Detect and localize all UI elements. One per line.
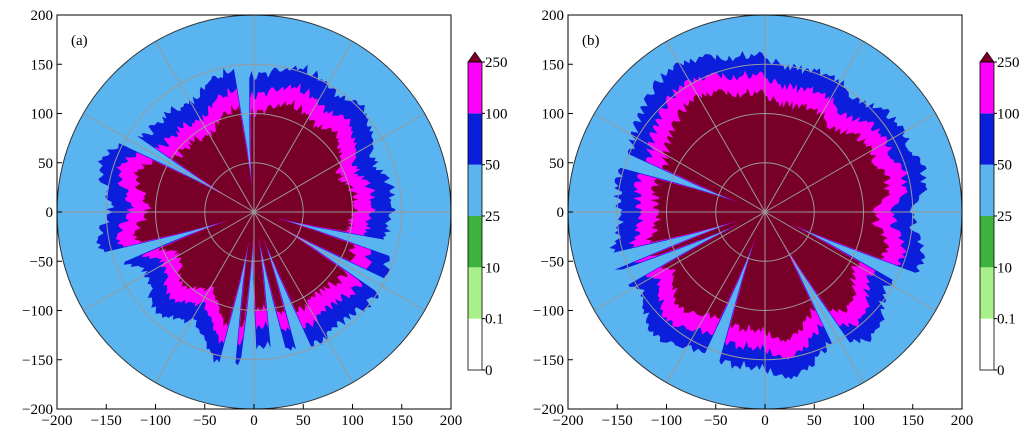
azimuth-spoke-240 — [155, 211, 255, 383]
azimuth-spoke-60 — [253, 41, 353, 213]
colorbar-segment — [468, 113, 482, 165]
colorbar-extend-max — [467, 51, 483, 63]
azimuth-spoke-240 — [666, 211, 766, 383]
azimuth-spoke-210 — [594, 211, 766, 311]
colorbar-segment — [980, 164, 994, 216]
x-tick-label: −150 — [602, 413, 633, 429]
colorbar-segment — [468, 318, 482, 370]
colorbar-label: 10 — [997, 260, 1012, 276]
colorbar-segment — [468, 164, 482, 216]
contour-above-250 — [132, 99, 359, 328]
y-tick-label: 150 — [542, 57, 565, 73]
y-tick-label: 0 — [557, 205, 565, 221]
panel-a: −200 −150 −100 −50 0 50 100 150 200200150100500−… — [22, 8, 507, 429]
x-tick-label: 0 — [761, 413, 769, 429]
azimuth-spoke-30 — [253, 113, 425, 213]
colorbar-label: 250 — [997, 55, 1020, 71]
azimuth-spoke-30 — [764, 113, 936, 213]
azimuth-spoke-120 — [155, 41, 255, 213]
y-tick-label: −150 — [533, 353, 564, 369]
y-tick-label: 0 — [46, 205, 54, 221]
y-tick-label: −50 — [30, 254, 53, 270]
colorbar-extend-max — [979, 51, 995, 63]
azimuth-spoke-60 — [764, 41, 864, 213]
y-tick-label: −50 — [541, 254, 564, 270]
azimuth-spoke-300 — [253, 211, 353, 383]
y-tick-label: 200 — [31, 8, 54, 24]
colorbar-segment — [980, 62, 994, 114]
colorbar-segment — [980, 216, 994, 268]
colorbar-label: 100 — [997, 106, 1020, 122]
azimuth-spoke-120 — [666, 41, 766, 213]
y-tick-label: 50 — [549, 156, 564, 172]
y-tick-label: 200 — [542, 8, 565, 24]
colorbar-label: 50 — [485, 158, 500, 174]
x-tick-label: −200 — [553, 413, 584, 429]
panel-b: −200 −150 −100 −50 0 50 100 150 200200150100500−… — [533, 8, 1019, 429]
x-tick-label: 150 — [391, 413, 414, 429]
colorbar-segment — [468, 216, 482, 268]
colorbar-label: 250 — [485, 55, 508, 71]
colorbar-label: 0 — [485, 363, 493, 379]
colorbar-label: 0.1 — [997, 312, 1016, 328]
colorbar-segment — [468, 267, 482, 319]
y-tick-label: −200 — [22, 402, 53, 418]
x-tick-label: 100 — [341, 413, 364, 429]
colorbar-label: 100 — [485, 106, 508, 122]
y-tick-label: 100 — [542, 107, 565, 123]
x-tick-label: 100 — [852, 413, 875, 429]
x-tick-label: 50 — [296, 413, 311, 429]
x-tick-label: −150 — [91, 413, 122, 429]
y-tick-label: −100 — [22, 304, 53, 320]
azimuth-spoke-150 — [594, 113, 766, 213]
x-tick-label: −50 — [193, 413, 216, 429]
colorbar-label: 0 — [997, 363, 1005, 379]
azimuth-spoke-330 — [764, 211, 936, 311]
x-tick-label: 200 — [951, 413, 974, 429]
colorbar: 0 0.1 10 25 50 100 250 — [979, 51, 1020, 379]
colorbar-segment — [980, 267, 994, 319]
colorbar-label: 50 — [997, 158, 1012, 174]
y-tick-label: −200 — [533, 402, 564, 418]
x-tick-label: −50 — [704, 413, 727, 429]
azimuth-spoke-150 — [83, 113, 255, 213]
panel-label: (a) — [71, 33, 88, 49]
contour-above-250 — [645, 88, 891, 343]
panel-label: (b) — [582, 33, 600, 49]
x-tick-label: 50 — [807, 413, 822, 429]
x-tick-label: −100 — [140, 413, 171, 429]
azimuth-spoke-300 — [764, 211, 864, 383]
x-tick-label: −200 — [42, 413, 73, 429]
colorbar: 0 0.1 10 25 50 100 250 — [467, 51, 508, 379]
colorbar-label: 10 — [485, 260, 500, 276]
azimuth-spoke-210 — [83, 211, 255, 311]
y-tick-label: 100 — [31, 107, 54, 123]
colorbar-segment — [980, 318, 994, 370]
x-tick-label: 0 — [250, 413, 258, 429]
colorbar-segment — [468, 62, 482, 114]
y-tick-label: −100 — [533, 304, 564, 320]
y-tick-label: −150 — [22, 353, 53, 369]
x-tick-label: 200 — [440, 413, 463, 429]
colorbar-segment — [980, 113, 994, 165]
y-tick-label: 50 — [38, 156, 53, 172]
x-tick-label: −100 — [651, 413, 682, 429]
colorbar-label: 0.1 — [485, 312, 504, 328]
colorbar-label: 25 — [485, 209, 500, 225]
colorbar-label: 25 — [997, 209, 1012, 225]
azimuth-spoke-330 — [253, 211, 425, 311]
x-tick-label: 150 — [902, 413, 925, 429]
y-tick-label: 150 — [31, 57, 54, 73]
